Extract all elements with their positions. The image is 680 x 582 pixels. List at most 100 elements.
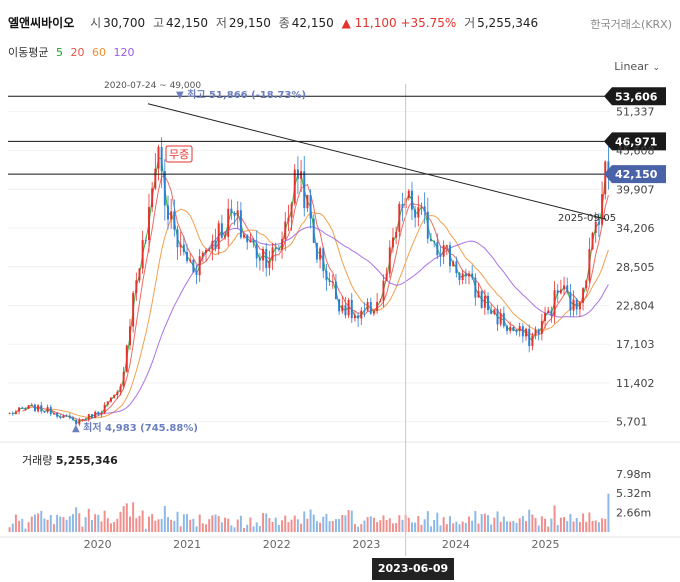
candle-body [246, 234, 249, 243]
candle-body [170, 211, 173, 220]
candle-body [132, 292, 135, 327]
volume-bar [341, 514, 344, 532]
volume-bar [334, 519, 337, 532]
candle-body [11, 413, 14, 415]
candle-body [300, 171, 303, 179]
volume-bar [369, 516, 372, 532]
volume-bar [439, 525, 442, 532]
volume-bar [129, 516, 131, 532]
scale-mode-value: Linear [614, 60, 649, 73]
stock-name: 엘앤씨바이오 [8, 16, 75, 30]
candle-body [506, 326, 509, 331]
x-tick-label: 2024 [442, 538, 470, 551]
volume-bar [398, 515, 401, 532]
volume-bar [430, 526, 432, 532]
candle-body [116, 391, 119, 395]
x-tick-label: 2021 [173, 538, 201, 551]
volume-bar [293, 515, 296, 532]
candle-body [483, 295, 486, 308]
volume-bar [455, 521, 458, 532]
candle-body [157, 146, 160, 169]
candle-body [499, 313, 502, 325]
volume-tick-label: 7.98m [616, 468, 651, 481]
volume-bar [157, 519, 160, 532]
candle-body [420, 206, 423, 208]
volume-bar [122, 506, 125, 532]
volume-bar [59, 516, 62, 532]
volume-bar [249, 517, 252, 532]
candle-body [550, 310, 553, 316]
volume-bar [521, 516, 524, 532]
volume-bar [534, 518, 537, 532]
volume-tick-label: 5.32m [616, 487, 651, 500]
volume-bar [8, 527, 11, 532]
candle-body [442, 245, 445, 257]
candle-body [129, 326, 131, 346]
candle-body [512, 326, 515, 332]
candle-body [455, 261, 458, 274]
candle-body [449, 245, 451, 267]
candle-body [423, 206, 426, 212]
high-value: 42,150 [166, 16, 208, 30]
candle-body [509, 326, 512, 331]
candle-body [252, 239, 255, 244]
candle-body [458, 273, 461, 280]
volume-bar [30, 516, 33, 532]
y-tick-label: 45,608 [616, 145, 655, 158]
candle-body [103, 404, 106, 413]
volume-bar [100, 521, 103, 532]
candle-body [239, 210, 242, 238]
volume-bar [588, 512, 591, 532]
volume-bar [214, 514, 217, 532]
candle-body [540, 320, 543, 334]
volume-bar [474, 511, 477, 532]
candle-body [208, 249, 211, 251]
y-tick-label: 17,103 [616, 338, 655, 351]
candle-body [75, 419, 78, 425]
candle-body [493, 309, 496, 314]
candle-body [331, 281, 334, 283]
volume-bar [224, 517, 227, 532]
candle-body [52, 412, 55, 415]
volume-bar [591, 521, 594, 532]
volume-bar [239, 515, 242, 532]
volume-bar [119, 511, 122, 532]
candle-body [230, 208, 233, 214]
candle-body [496, 309, 499, 325]
volume-bar [43, 518, 46, 532]
volume-bar [407, 517, 410, 532]
volume-bar [366, 517, 369, 532]
volume-bar [182, 514, 185, 532]
candle-body [14, 411, 17, 415]
chevron-down-icon: ⌄ [652, 63, 660, 73]
volume-bar [300, 523, 303, 532]
moving-average-legend[interactable]: 이동평균 5 20 60 120 [8, 44, 138, 60]
volume-bar [385, 520, 388, 532]
scale-mode-dropdown[interactable]: Linear ⌄ [614, 60, 660, 73]
volume-tick-label: 2.66m [616, 507, 651, 520]
candle-body [585, 280, 588, 289]
volume-bar [160, 518, 163, 532]
ma-line-120 [95, 226, 609, 415]
volume-bar [141, 510, 144, 532]
price-level-tag [604, 165, 666, 184]
volume-bar [217, 516, 220, 532]
candle-body [274, 247, 277, 249]
volume-panel-label: 거래량 5,255,346 [22, 452, 118, 468]
volume-bar [423, 519, 426, 532]
rights-issue-badge [165, 145, 193, 163]
volume-bar [490, 524, 493, 532]
candle-body [401, 203, 404, 209]
volume-bar [18, 520, 21, 532]
candle-body [71, 417, 74, 420]
candle-body [474, 277, 477, 298]
rights-issue-badge-text: 무증 [169, 148, 189, 161]
candle-body [87, 414, 90, 420]
close-label: 종 [278, 16, 290, 30]
volume-bar [575, 518, 578, 532]
candle-body [518, 326, 521, 332]
candle-body [566, 285, 569, 293]
volume-bar [56, 514, 59, 532]
volume-bar [553, 505, 556, 532]
